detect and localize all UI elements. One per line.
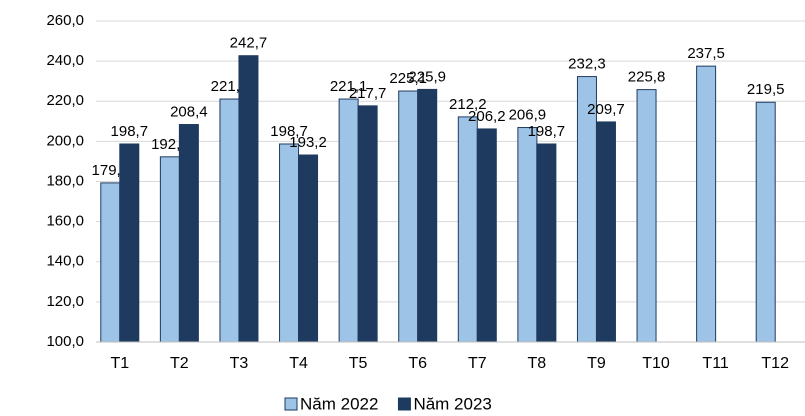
- bar: [457, 116, 478, 343]
- bar: [279, 143, 300, 343]
- value-label: 206,9: [509, 107, 547, 124]
- legend-swatch: [397, 397, 411, 411]
- x-tick-label: T12: [761, 355, 789, 372]
- x-tick-label: T8: [528, 355, 547, 372]
- value-label: 237,5: [687, 45, 725, 62]
- x-tick-label: T2: [170, 355, 189, 372]
- bar: [417, 88, 438, 343]
- value-label: 198,7: [528, 123, 566, 140]
- bar: [159, 156, 180, 343]
- legend-swatch: [284, 397, 298, 411]
- bar: [178, 124, 199, 343]
- value-label: 219,5: [747, 81, 785, 98]
- value-label: 198,7: [111, 123, 149, 140]
- value-label: 221,1: [330, 78, 368, 95]
- value-label: 208,4: [170, 103, 208, 120]
- y-tick-label: 240,0: [46, 52, 84, 69]
- bar: [636, 89, 657, 343]
- x-tick-label: T10: [642, 355, 670, 372]
- value-label: 198,7: [270, 123, 308, 140]
- value-label: 209,7: [587, 101, 625, 118]
- bar: [298, 154, 319, 343]
- x-tick-label: T11: [702, 355, 728, 372]
- bar: [595, 121, 616, 343]
- y-tick-label: 160,0: [46, 213, 84, 230]
- bar: [100, 182, 121, 343]
- y-tick-label: 220,0: [46, 92, 84, 109]
- x-tick-label: T6: [408, 355, 427, 372]
- x-tick-label: T7: [468, 355, 487, 372]
- y-tick-label: 200,0: [46, 132, 84, 149]
- legend-label: Năm 2022: [300, 394, 378, 413]
- x-tick-label: T4: [289, 355, 308, 372]
- x-tick-label: T3: [230, 355, 249, 372]
- value-label: 225,9: [408, 68, 446, 85]
- value-label: 242,7: [230, 35, 268, 52]
- bar: [476, 128, 497, 343]
- x-tick-label: T1: [110, 355, 129, 372]
- bar: [517, 127, 538, 343]
- x-tick-label: T9: [587, 355, 606, 372]
- bar: [119, 143, 140, 343]
- x-tick-label: T5: [349, 355, 368, 372]
- bar: [219, 98, 240, 343]
- y-tick-label: 260,0: [46, 12, 84, 29]
- bar: [755, 101, 776, 343]
- bar: [536, 143, 557, 343]
- value-label: 217,7: [349, 85, 387, 102]
- y-tick-label: 180,0: [46, 172, 84, 189]
- y-tick-label: 120,0: [46, 293, 84, 310]
- bar: [357, 105, 378, 343]
- value-label: 232,3: [568, 56, 606, 73]
- bar: [398, 90, 419, 343]
- value-label: 212,2: [449, 96, 487, 113]
- value-label: 193,2: [289, 134, 327, 151]
- bar: [238, 55, 259, 343]
- value-label: 225,1: [389, 70, 427, 87]
- legend-label: Năm 2023: [413, 394, 491, 413]
- bar: [696, 65, 717, 343]
- value-label: 225,8: [628, 69, 666, 86]
- y-tick-label: 100,0: [46, 333, 84, 350]
- y-tick-label: 140,0: [46, 253, 84, 270]
- bar: [338, 98, 359, 343]
- value-label: 206,2: [468, 108, 506, 125]
